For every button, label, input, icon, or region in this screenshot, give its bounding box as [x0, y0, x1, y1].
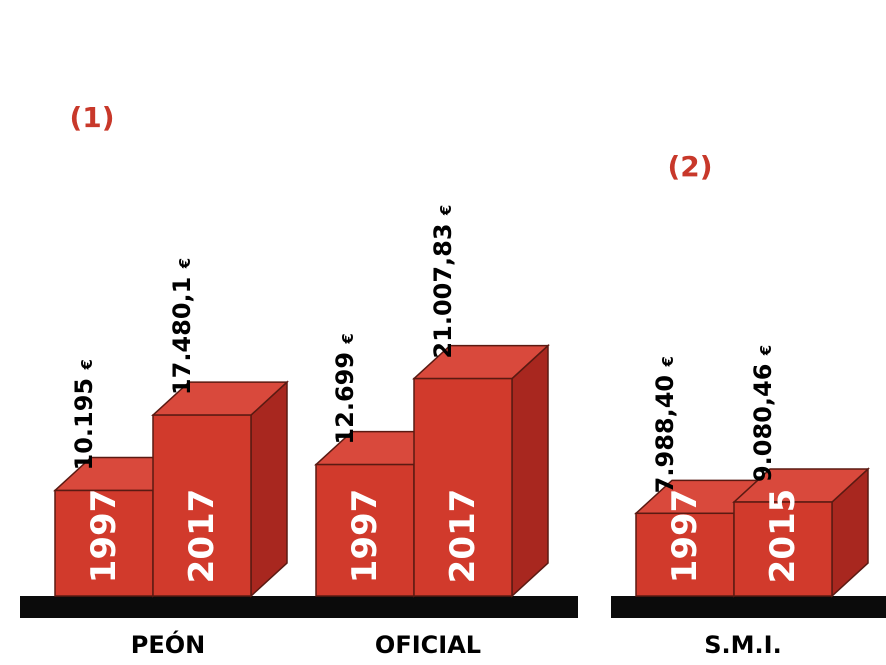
- value-label: 21.007,83 €: [429, 205, 457, 359]
- currency-symbol: €: [176, 258, 194, 269]
- bar-OFICIAL-1997: [315, 463, 415, 597]
- year-label: 1997: [84, 489, 124, 584]
- value-label: 9.080,46 €: [749, 345, 777, 482]
- year-label: 2017: [443, 489, 483, 584]
- group-1: 1997 10.195 € 2017 17.480,1 € PEÓN (1): [53, 101, 289, 659]
- currency-symbol: €: [659, 356, 677, 367]
- bar-PEÓN-1997: [54, 489, 154, 597]
- baseline-bar-1: [20, 596, 578, 618]
- value-label: 10.195 €: [70, 359, 98, 470]
- category-label: OFICIAL: [375, 631, 481, 659]
- currency-symbol: €: [757, 345, 775, 356]
- value-label: 7.988,40 €: [651, 356, 679, 493]
- bar-side-PEÓN-2017: [250, 380, 288, 598]
- category-label: S.M.I.: [704, 631, 781, 659]
- bar-OFICIAL-2017: [413, 377, 513, 597]
- bar-S.M.I.-2015: [733, 501, 833, 597]
- footnote-marker: (1): [69, 101, 114, 134]
- category-label: PEÓN: [131, 629, 205, 659]
- bar-side-OFICIAL-2017: [511, 343, 549, 598]
- year-label: 1997: [665, 489, 705, 584]
- currency-symbol: €: [437, 205, 455, 216]
- currency-symbol: €: [78, 359, 96, 370]
- footnote-marker: (2): [667, 150, 712, 183]
- baseline-bar-2: [611, 596, 886, 618]
- bar-PEÓN-2017: [152, 414, 252, 597]
- value-label: 17.480,1 €: [168, 258, 196, 395]
- bar-S.M.I.-1997: [635, 512, 735, 597]
- value-label: 12.699 €: [331, 333, 359, 444]
- group-2: 1997 12.699 € 2017 21.007,83 € OFICIAL: [314, 205, 550, 659]
- year-label: 2015: [763, 489, 803, 584]
- year-label: 1997: [345, 489, 385, 584]
- currency-symbol: €: [339, 333, 357, 344]
- year-label: 2017: [182, 489, 222, 584]
